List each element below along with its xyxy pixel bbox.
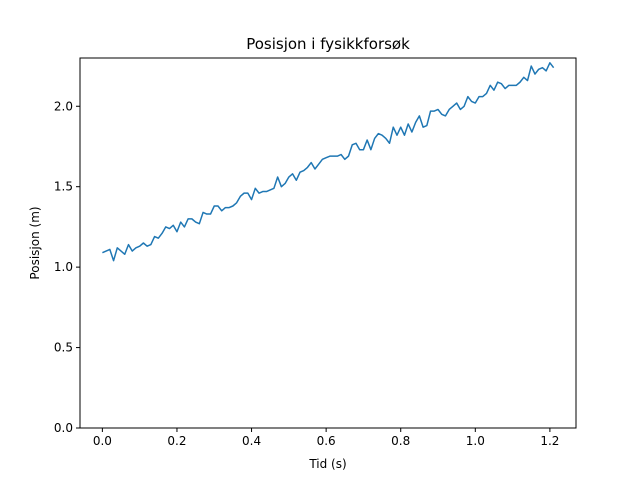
series-line-0 [102, 62, 555, 262]
x-tick-label: 0.6 [317, 434, 336, 448]
x-axis: 0.0 0.2 0.4 0.6 0.8 1.0 1.2 [93, 428, 559, 448]
x-tick-label: 0.2 [167, 434, 186, 448]
y-tick-label: 1.0 [54, 260, 73, 274]
y-axis-label: Posisjon (m) [28, 206, 42, 279]
x-tick-label: 0.8 [391, 434, 410, 448]
x-axis-label: Tid (s) [308, 457, 346, 471]
plot-layer [102, 62, 555, 262]
y-tick-label: 0.0 [54, 421, 73, 435]
axes-frame [79, 57, 577, 429]
x-tick-label: 0.4 [242, 434, 261, 448]
x-tick-label: 1.0 [466, 434, 485, 448]
y-tick-label: 1.5 [54, 180, 73, 194]
chart-title: Posisjon i fysikkforsøk [246, 35, 410, 53]
x-tick-label: 1.2 [540, 434, 559, 448]
y-axis: 0.0 0.5 1.0 1.5 2.0 [54, 99, 80, 435]
y-tick-label: 2.0 [54, 99, 73, 113]
y-tick-label: 0.5 [54, 341, 73, 355]
x-tick-label: 0.0 [93, 434, 112, 448]
